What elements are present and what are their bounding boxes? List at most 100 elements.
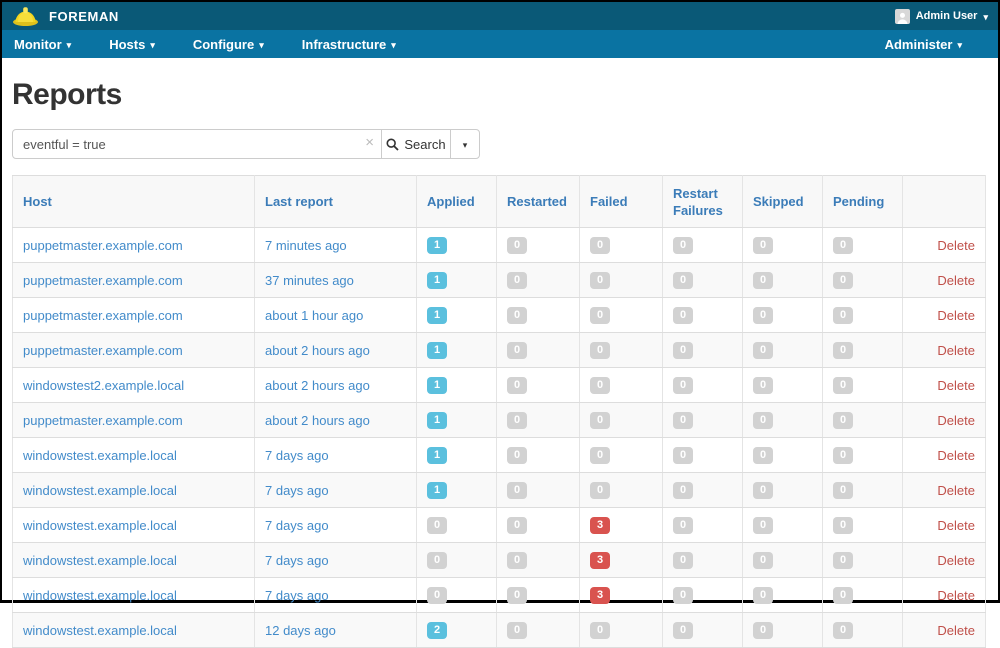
user-menu[interactable]: Admin User ▾ bbox=[895, 9, 988, 24]
skipped-count-badge: 0 bbox=[753, 622, 773, 639]
last-report-link[interactable]: 7 minutes ago bbox=[265, 238, 347, 253]
pending-count-badge: 0 bbox=[833, 272, 853, 289]
last-report-link[interactable]: about 1 hour ago bbox=[265, 308, 363, 323]
delete-link[interactable]: Delete bbox=[913, 553, 975, 568]
last-report-link[interactable]: 7 days ago bbox=[265, 448, 329, 463]
nav-item-administer[interactable]: Administer ▾ bbox=[873, 37, 974, 52]
delete-link[interactable]: Delete bbox=[913, 343, 975, 358]
user-avatar-icon bbox=[895, 9, 910, 24]
failed-count-badge: 0 bbox=[590, 237, 610, 254]
host-link[interactable]: puppetmaster.example.com bbox=[23, 238, 183, 253]
chevron-down-icon: ▾ bbox=[983, 13, 988, 22]
failed-count-badge: 0 bbox=[590, 272, 610, 289]
chevron-down-icon: ▾ bbox=[957, 41, 962, 50]
last-report-link[interactable]: 7 days ago bbox=[265, 588, 329, 603]
delete-link[interactable]: Delete bbox=[913, 238, 975, 253]
last-report-link[interactable]: about 2 hours ago bbox=[265, 343, 370, 358]
delete-link[interactable]: Delete bbox=[913, 308, 975, 323]
applied-count-badge: 1 bbox=[427, 447, 447, 464]
restarted-count-badge: 0 bbox=[507, 342, 527, 359]
table-row: puppetmaster.example.com about 2 hours ag… bbox=[13, 403, 986, 438]
nav-item-label: Monitor bbox=[14, 37, 62, 52]
host-link[interactable]: puppetmaster.example.com bbox=[23, 343, 183, 358]
host-link[interactable]: puppetmaster.example.com bbox=[23, 413, 183, 428]
applied-count-badge: 0 bbox=[427, 587, 447, 604]
host-link[interactable]: windowstest.example.local bbox=[23, 623, 177, 638]
host-link[interactable]: windowstest.example.local bbox=[23, 448, 177, 463]
clear-search-icon[interactable]: × bbox=[365, 135, 374, 151]
failed-count-badge: 0 bbox=[590, 377, 610, 394]
delete-link[interactable]: Delete bbox=[913, 483, 975, 498]
restart-failures-count-badge: 0 bbox=[673, 342, 693, 359]
column-header-actions bbox=[903, 176, 986, 228]
delete-link[interactable]: Delete bbox=[913, 413, 975, 428]
failed-count-badge: 0 bbox=[590, 447, 610, 464]
table-row: puppetmaster.example.com about 1 hour ago… bbox=[13, 298, 986, 333]
nav-item-hosts[interactable]: Hosts▾ bbox=[97, 37, 167, 52]
restart-failures-count-badge: 0 bbox=[673, 377, 693, 394]
restarted-count-badge: 0 bbox=[507, 272, 527, 289]
failed-count-badge: 0 bbox=[590, 342, 610, 359]
delete-link[interactable]: Delete bbox=[913, 588, 975, 603]
table-row: windowstest.example.local7 days ago00300… bbox=[13, 543, 986, 578]
applied-count-badge: 1 bbox=[427, 342, 447, 359]
table-header-row: HostLast reportAppliedRestartedFailedRes… bbox=[13, 176, 986, 228]
delete-link[interactable]: Delete bbox=[913, 378, 975, 393]
pending-count-badge: 0 bbox=[833, 412, 853, 429]
last-report-link[interactable]: 37 minutes ago bbox=[265, 273, 354, 288]
nav-item-infrastructure[interactable]: Infrastructure▾ bbox=[290, 37, 408, 52]
column-header-restarted: Restarted bbox=[497, 176, 580, 228]
last-report-link[interactable]: 7 days ago bbox=[265, 518, 329, 533]
host-link[interactable]: puppetmaster.example.com bbox=[23, 273, 183, 288]
search-button[interactable]: Search bbox=[381, 129, 451, 159]
host-link[interactable]: windowstest.example.local bbox=[23, 588, 177, 603]
table-row: windowstest.example.local7 days ago10000… bbox=[13, 438, 986, 473]
host-link[interactable]: windowstest2.example.local bbox=[23, 378, 184, 393]
delete-link[interactable]: Delete bbox=[913, 623, 975, 638]
restart-failures-count-badge: 0 bbox=[673, 517, 693, 534]
host-link[interactable]: windowstest.example.local bbox=[23, 553, 177, 568]
main-content: Reports × Search ▾ HostLast reportApplie… bbox=[2, 78, 998, 648]
restart-failures-count-badge: 0 bbox=[673, 482, 693, 499]
search-input[interactable] bbox=[12, 129, 382, 159]
host-link[interactable]: puppetmaster.example.com bbox=[23, 308, 183, 323]
applied-count-badge: 0 bbox=[427, 552, 447, 569]
last-report-link[interactable]: 7 days ago bbox=[265, 483, 329, 498]
column-header-host: Host bbox=[13, 176, 255, 228]
skipped-count-badge: 0 bbox=[753, 307, 773, 324]
search-options-dropdown-button[interactable]: ▾ bbox=[450, 129, 480, 159]
failed-count-badge: 3 bbox=[590, 587, 610, 604]
delete-link[interactable]: Delete bbox=[913, 273, 975, 288]
pending-count-badge: 0 bbox=[833, 307, 853, 324]
page-title: Reports bbox=[12, 78, 988, 112]
applied-count-badge: 1 bbox=[427, 412, 447, 429]
table-row: windowstest.example.local7 days ago10000… bbox=[13, 473, 986, 508]
brand-title: FOREMAN bbox=[49, 9, 119, 24]
nav-item-monitor[interactable]: Monitor▾ bbox=[12, 37, 83, 52]
restarted-count-badge: 0 bbox=[507, 237, 527, 254]
restarted-count-badge: 0 bbox=[507, 307, 527, 324]
last-report-link[interactable]: about 2 hours ago bbox=[265, 413, 370, 428]
skipped-count-badge: 0 bbox=[753, 237, 773, 254]
skipped-count-badge: 0 bbox=[753, 412, 773, 429]
delete-link[interactable]: Delete bbox=[913, 448, 975, 463]
nav-item-configure[interactable]: Configure▾ bbox=[181, 37, 276, 52]
host-link[interactable]: windowstest.example.local bbox=[23, 518, 177, 533]
restarted-count-badge: 0 bbox=[507, 447, 527, 464]
delete-link[interactable]: Delete bbox=[913, 518, 975, 533]
last-report-link[interactable]: 12 days ago bbox=[265, 623, 336, 638]
brand[interactable]: FOREMAN bbox=[12, 5, 119, 27]
host-link[interactable]: windowstest.example.local bbox=[23, 483, 177, 498]
search-icon bbox=[386, 138, 399, 151]
restarted-count-badge: 0 bbox=[507, 622, 527, 639]
applied-count-badge: 1 bbox=[427, 237, 447, 254]
table-row: windowstest.example.local12 days ago2000… bbox=[13, 613, 986, 648]
restarted-count-badge: 0 bbox=[507, 517, 527, 534]
main-nav: Monitor▾Hosts▾Configure▾Infrastructure▾ … bbox=[2, 30, 998, 58]
last-report-link[interactable]: about 2 hours ago bbox=[265, 378, 370, 393]
applied-count-badge: 1 bbox=[427, 272, 447, 289]
pending-count-badge: 0 bbox=[833, 447, 853, 464]
user-name: Admin User bbox=[916, 10, 978, 22]
nav-item-label: Hosts bbox=[109, 37, 145, 52]
last-report-link[interactable]: 7 days ago bbox=[265, 553, 329, 568]
